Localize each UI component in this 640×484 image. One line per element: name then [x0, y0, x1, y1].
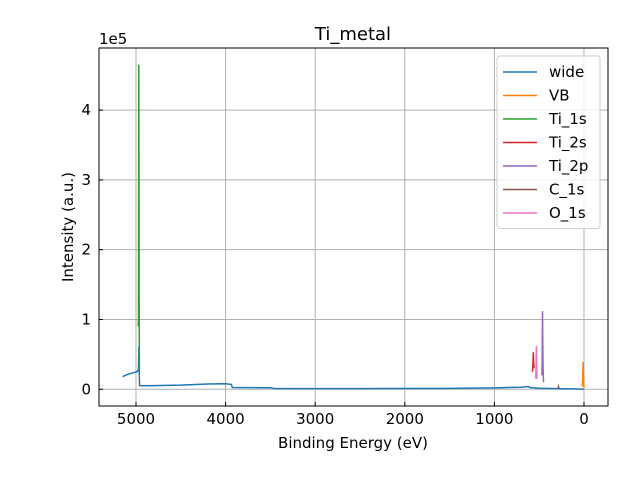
series-line-wide: [122, 345, 585, 391]
legend-label-o_1s: O_1s: [549, 204, 586, 223]
x-tick-label: 2000: [386, 410, 424, 428]
x-axis-label: Binding Energy (eV): [278, 434, 428, 452]
y-axis: 0 1 2 3 4: [81, 101, 103, 398]
axes-frame: [98, 47, 609, 407]
legend: wide VB Ti_1s Ti_2s Ti_2p C_1s O_1s: [496, 55, 601, 229]
x-tick-label: 0: [579, 410, 589, 428]
y-tick-label: 2: [81, 241, 91, 259]
y-tick-label: 0: [81, 380, 91, 398]
series-line-c_1s: [557, 383, 560, 389]
series-line-vb: [581, 361, 585, 388]
x-tick-label: 1000: [475, 410, 513, 428]
y-tick-label: 1: [81, 310, 91, 328]
x-tick-label: 5000: [117, 410, 155, 428]
chart-title: Ti_metal: [314, 24, 391, 45]
series-line-ti_2s: [531, 352, 535, 372]
x-tick-label: 3000: [296, 410, 334, 428]
legend-label-ti_1s: Ti_1s: [548, 110, 587, 129]
y-tick-label: 3: [81, 171, 91, 189]
series-line-ti_2p: [541, 311, 545, 383]
y-offset-label: 1e5: [99, 30, 127, 48]
y-axis-label: Intensity (a.u.): [59, 172, 77, 282]
series-lines: [122, 64, 585, 391]
series-line-ti_1s: [137, 64, 141, 370]
legend-box: [496, 55, 601, 229]
series-line-o_1s: [535, 345, 538, 379]
x-axis: 5000 4000 3000 2000 1000 0: [117, 402, 589, 428]
legend-label-wide: wide: [549, 63, 584, 81]
y-tick-label: 4: [81, 101, 91, 119]
legend-label-c_1s: C_1s: [549, 181, 585, 200]
legend-label-ti_2p: Ti_2p: [548, 157, 588, 176]
legend-label-vb: VB: [549, 87, 570, 105]
x-tick-label: 4000: [207, 410, 245, 428]
legend-label-ti_2s: Ti_2s: [548, 134, 587, 153]
